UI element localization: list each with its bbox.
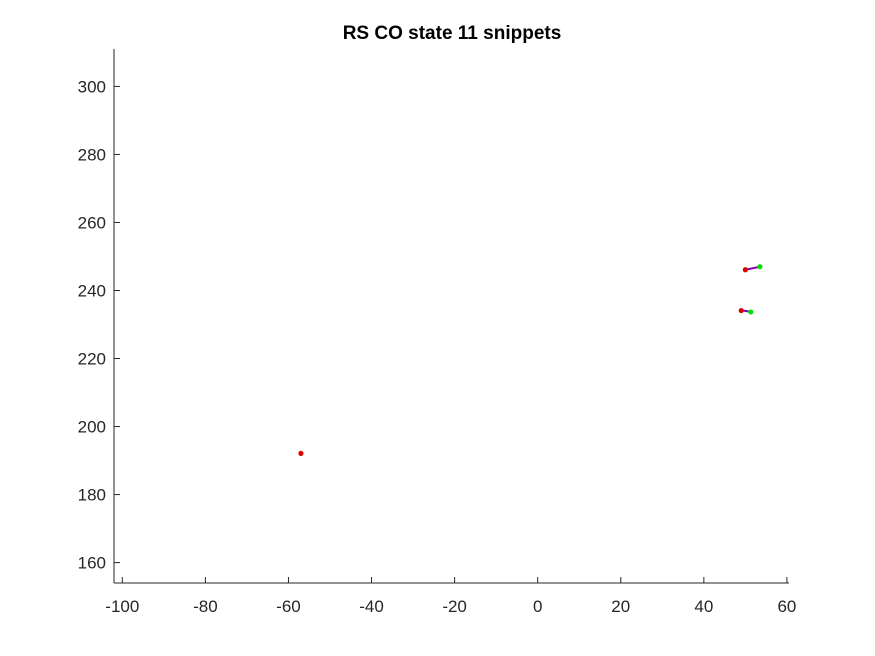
end-point xyxy=(298,450,304,457)
x-tick-label: 40 xyxy=(694,597,713,616)
y-tick-label: 300 xyxy=(78,77,106,96)
y-tick-label: 180 xyxy=(78,486,106,505)
y-tick-label: 160 xyxy=(78,554,106,573)
end-point xyxy=(742,267,748,273)
start-point xyxy=(757,264,763,270)
x-tick-label: -60 xyxy=(276,597,301,616)
end-point xyxy=(738,307,744,314)
x-tick-label: 60 xyxy=(777,597,796,616)
y-tick-label: 200 xyxy=(78,418,106,437)
x-tick-label: -80 xyxy=(193,597,218,616)
x-tick-label: -20 xyxy=(442,597,467,616)
x-tick-label: 20 xyxy=(611,597,630,616)
x-tick-label: -40 xyxy=(359,597,384,616)
y-tick-label: 220 xyxy=(78,350,106,369)
plot-area xyxy=(298,264,763,457)
y-tick-label: 240 xyxy=(78,281,106,300)
x-tick-label: -100 xyxy=(105,597,139,616)
y-tick-label: 260 xyxy=(78,213,106,232)
start-point xyxy=(748,309,754,315)
chart-title: RS CO state 11 snippets xyxy=(343,23,562,44)
axes: -100 -80 -60 -40 -20 0 20 40 60 160 180 200 220 240 26… xyxy=(78,49,796,616)
y-tick-label: 280 xyxy=(78,145,106,164)
x-tick-label: 0 xyxy=(533,597,542,616)
